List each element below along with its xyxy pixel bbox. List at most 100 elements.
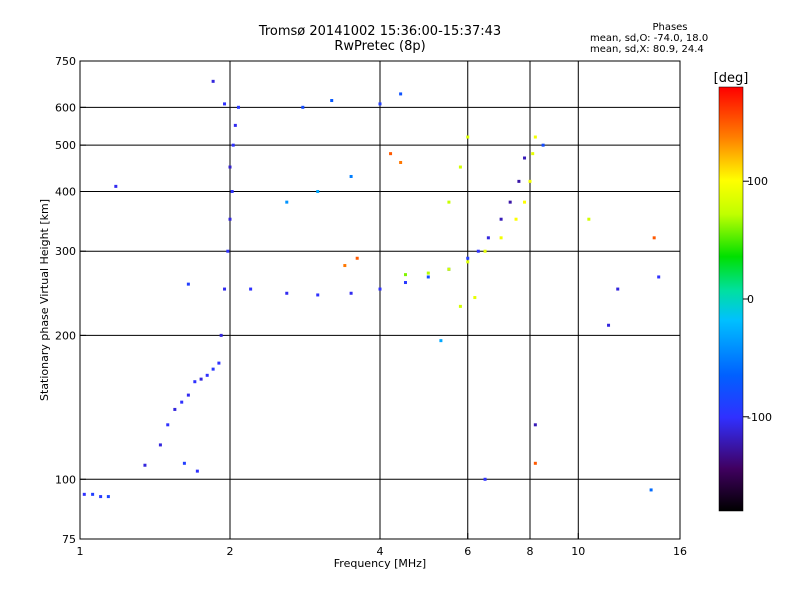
data-point (403, 273, 407, 277)
data-point (219, 333, 223, 337)
x-axis-label: Frequency [MHz] (334, 557, 426, 570)
data-point (483, 249, 487, 253)
data-point (316, 189, 320, 193)
data-point (330, 99, 334, 103)
data-point (349, 174, 353, 178)
data-point (528, 179, 532, 183)
data-point (483, 477, 487, 481)
data-point (223, 287, 227, 291)
data-point (499, 236, 503, 240)
data-point (541, 143, 545, 147)
phase-stats: Phases mean, sd,O: -74.0, 18.0 mean, sd,… (590, 22, 740, 55)
data-point (378, 102, 382, 106)
data-point (403, 281, 407, 285)
data-point (523, 200, 527, 204)
data-point (399, 92, 403, 96)
y-tick-label: 750 (55, 55, 76, 68)
data-points (82, 79, 661, 499)
data-point (349, 291, 353, 295)
data-point (508, 200, 512, 204)
data-point (439, 339, 443, 343)
chart-title-block: Tromsø 20141002 15:36:00-15:37:43 RwPret… (200, 24, 560, 54)
data-point (233, 123, 237, 127)
y-tick-label: 500 (55, 139, 76, 152)
data-point (616, 287, 620, 291)
data-point (426, 275, 430, 279)
data-point (186, 282, 190, 286)
phase-stats-heading: Phases (652, 22, 688, 33)
chart-title: Tromsø 20141002 15:36:00-15:37:43 (258, 24, 502, 39)
data-point (166, 423, 170, 427)
data-point (195, 469, 199, 473)
data-point (517, 179, 521, 183)
colorbar-gradient (718, 86, 744, 512)
data-point (466, 135, 470, 139)
data-point (186, 393, 190, 397)
data-point (285, 291, 289, 295)
data-point (106, 495, 110, 499)
data-point (649, 488, 653, 492)
data-point (236, 105, 240, 109)
y-tick-label: 75 (62, 533, 76, 546)
y-axis: 75 100 200 300 400 500 600 750 (55, 55, 86, 546)
data-point (193, 380, 197, 384)
y-tick-label: 400 (55, 185, 76, 198)
data-point (301, 105, 305, 109)
x-tick-label: 2 (227, 545, 234, 558)
colorbar: [deg] 100 0 -100 (714, 71, 772, 512)
data-point (523, 156, 527, 160)
data-point (211, 367, 215, 371)
data-point (143, 463, 147, 467)
data-point (158, 443, 162, 447)
data-point (533, 423, 537, 427)
x-axis: 1 2 4 6 8 10 16 (77, 533, 687, 558)
data-point (91, 492, 95, 496)
data-point (473, 296, 477, 300)
data-point (587, 217, 591, 221)
data-point (230, 189, 234, 193)
data-point (458, 304, 462, 308)
data-point (378, 287, 382, 291)
data-point (447, 267, 451, 271)
data-point (399, 160, 403, 164)
chart-subtitle: RwPretec (8p) (334, 39, 426, 54)
data-point (99, 495, 103, 499)
data-point (426, 271, 430, 275)
colorbar-label: [deg] (714, 71, 749, 86)
x-tick-label: 4 (377, 545, 384, 558)
data-point (226, 249, 230, 253)
data-point (476, 249, 480, 253)
data-point (514, 217, 518, 221)
data-point (180, 400, 184, 404)
data-point (343, 264, 347, 268)
colorbar-tick-label: 0 (747, 293, 754, 306)
colorbar-tick-label: -100 (747, 411, 772, 424)
data-point (205, 373, 209, 377)
y-tick-label: 100 (55, 473, 76, 486)
data-point (447, 200, 451, 204)
data-point (211, 79, 215, 83)
data-point (249, 287, 253, 291)
data-point (223, 102, 227, 106)
data-point (199, 377, 203, 381)
y-tick-label: 600 (55, 101, 76, 114)
data-point (316, 293, 320, 297)
colorbar-tick-label: 100 (747, 175, 768, 188)
data-point (228, 165, 232, 169)
x-tick-label: 10 (571, 545, 585, 558)
data-point (607, 323, 611, 327)
data-point (217, 361, 221, 365)
data-point (114, 184, 118, 188)
data-point (466, 260, 470, 264)
y-axis-label: Stationary phase Virtual Height [km] (38, 199, 51, 401)
grid-lines (80, 61, 680, 539)
data-point (355, 256, 359, 260)
data-point (285, 200, 289, 204)
data-point (228, 217, 232, 221)
y-tick-label: 300 (55, 245, 76, 258)
x-tick-label: 1 (77, 545, 84, 558)
data-point (389, 152, 393, 156)
data-point (657, 275, 661, 279)
data-point (499, 217, 503, 221)
